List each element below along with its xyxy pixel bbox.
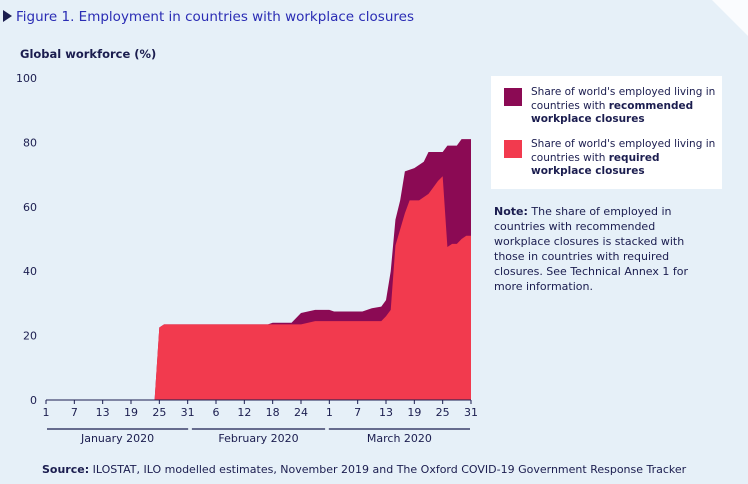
area-series-required — [46, 176, 471, 400]
y-axis-label: Global workforce (%) — [20, 47, 157, 61]
triangle-icon — [3, 10, 12, 22]
x-tick-label: 19 — [124, 406, 138, 419]
x-tick-label: 1 — [43, 406, 50, 419]
x-tick-label: 7 — [354, 406, 361, 419]
x-tick-label: 7 — [71, 406, 78, 419]
y-tick-label: 100 — [16, 72, 37, 85]
x-tick-label: 18 — [266, 406, 280, 419]
area-chart: 0 20 40 60 80 100 1 7 13 19 25 31 January 2020 6 12 18 2… — [16, 72, 478, 445]
month-label: March 2020 — [367, 432, 432, 445]
x-tick-label: 25 — [436, 406, 450, 419]
month-label: February 2020 — [218, 432, 298, 445]
y-tick-label: 60 — [23, 201, 37, 214]
source-note: Source: ILOSTAT, ILO modelled estimates,… — [42, 463, 687, 476]
x-tick-label: 12 — [237, 406, 251, 419]
legend-swatch-recommended — [504, 88, 522, 106]
corner-decoration — [712, 0, 748, 36]
legend-swatch-required — [504, 140, 522, 158]
legend-label-recommended: Share of world's employed living in coun… — [531, 86, 716, 125]
x-tick-label: 25 — [152, 406, 166, 419]
month-label: January 2020 — [80, 432, 154, 445]
x-tick-label: 31 — [464, 406, 478, 419]
x-tick-label: 19 — [407, 406, 421, 419]
y-tick-label: 0 — [30, 394, 37, 407]
legend-label-required: Share of world's employed living in coun… — [531, 138, 716, 177]
y-tick-label: 80 — [23, 136, 37, 149]
y-tick-label: 40 — [23, 265, 37, 278]
figure-title-text: Figure 1. Employment in countries with w… — [16, 9, 414, 25]
x-tick-label: 6 — [213, 406, 220, 419]
x-tick-label: 1 — [326, 406, 333, 419]
x-tick-label: 31 — [181, 406, 195, 419]
figure-title: Figure 1. Employment in countries with w… — [3, 9, 414, 25]
x-tick-label: 24 — [294, 406, 308, 419]
y-tick-label: 20 — [23, 330, 37, 343]
legend: Share of world's employed living in coun… — [491, 76, 722, 189]
chart-note: Note: The share of employed in countries… — [494, 205, 688, 293]
x-tick-label: 13 — [96, 406, 110, 419]
x-tick-label: 13 — [379, 406, 393, 419]
